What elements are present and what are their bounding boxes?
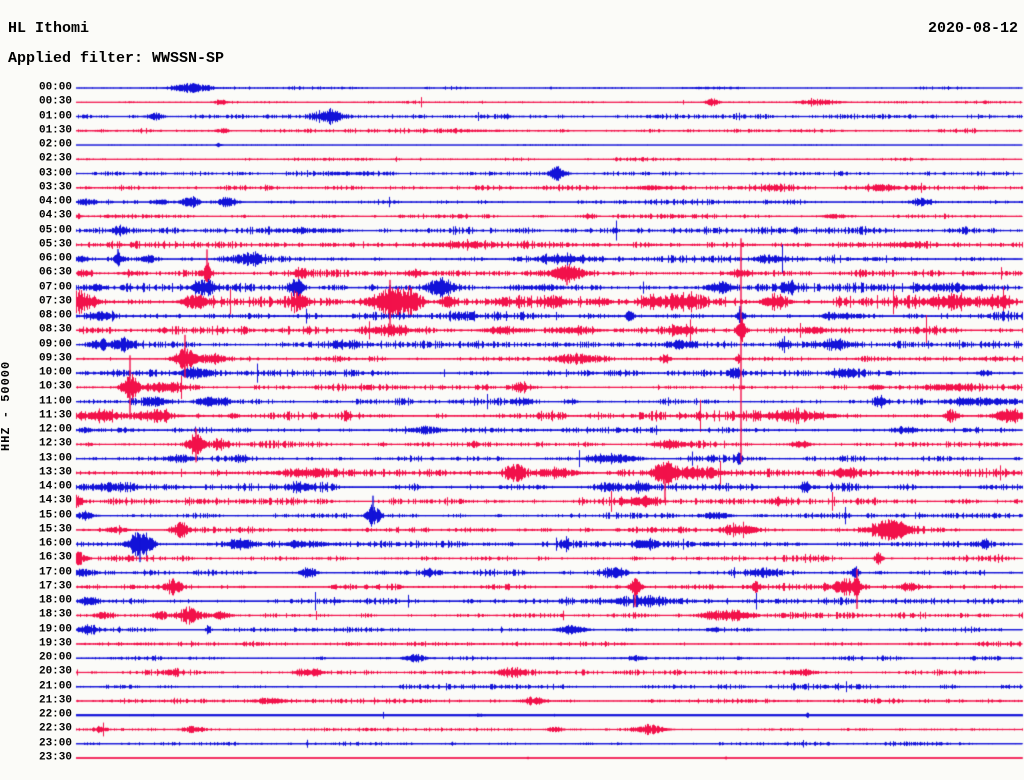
trace-time-label: 20:00 [38,651,72,664]
trace-time-label: 09:30 [38,352,72,365]
trace-time-label: 18:00 [38,594,72,607]
trace-time-label: 06:30 [38,266,72,279]
trace-time-label: 04:30 [38,209,72,222]
trace-time-label: 19:30 [38,637,72,650]
trace-time-label: 12:00 [38,423,72,436]
trace-time-label: 17:30 [38,580,72,593]
trace-time-label: 05:30 [38,238,72,251]
plot-date: 2020-08-12 [927,20,1018,37]
trace-time-label: 01:00 [38,110,72,122]
trace-time-label: 15:00 [38,509,72,522]
trace-time-label: 04:00 [38,195,72,208]
trace-time-label: 23:30 [38,751,72,764]
trace-time-label: 07:30 [38,295,72,308]
trace-time-label: 16:00 [38,537,72,550]
trace-time-label: 10:00 [38,366,72,379]
trace-time-label: 22:30 [38,722,72,735]
trace-time-label: 13:30 [38,466,72,479]
trace-time-label: 08:30 [38,323,72,336]
trace-time-label: 22:00 [38,708,72,721]
trace-time-label: 03:00 [38,167,72,180]
trace-time-label: 11:00 [38,395,72,408]
trace-time-label: 02:30 [38,152,72,165]
trace-time-label: 03:30 [38,181,72,194]
trace-time-label: 09:00 [38,338,72,351]
trace-time-label: 05:00 [38,224,72,237]
trace-time-label: 12:30 [38,437,72,450]
filter-label: Applied filter: WWSSN-SP [8,50,225,67]
trace-time-label: 15:30 [38,523,72,536]
trace-time-label: 19:00 [38,623,72,636]
trace-time-label: 01:30 [38,124,72,137]
trace-time-label: 16:30 [38,551,72,564]
time-labels-column: 00:00 00:30 01:00 01:30 02:00 02:30 03:00 03:30… [0,0,72,780]
trace-time-label: 18:30 [38,608,72,621]
trace-time-label: 11:30 [38,409,72,422]
trace-time-label: 20:30 [38,665,72,678]
trace-time-label: 17:00 [38,566,72,579]
trace-time-label: 00:00 [38,81,72,94]
trace-time-label: 13:00 [38,452,72,465]
trace-time-label: 08:00 [38,309,72,322]
trace-time-label: 14:00 [38,480,72,493]
trace-time-label: 21:00 [38,680,72,693]
trace-time-label: 07:00 [38,281,72,294]
station-title: HL Ithomi [8,20,90,37]
trace-time-label: 02:00 [38,138,72,151]
trace-time-label: 21:30 [38,694,72,707]
trace-time-label: 23:00 [38,737,72,750]
trace-time-label: 10:30 [38,380,72,393]
trace-time-label: 00:30 [38,95,72,108]
trace-time-label: 06:00 [38,252,72,265]
trace-time-label: 14:30 [38,494,72,507]
